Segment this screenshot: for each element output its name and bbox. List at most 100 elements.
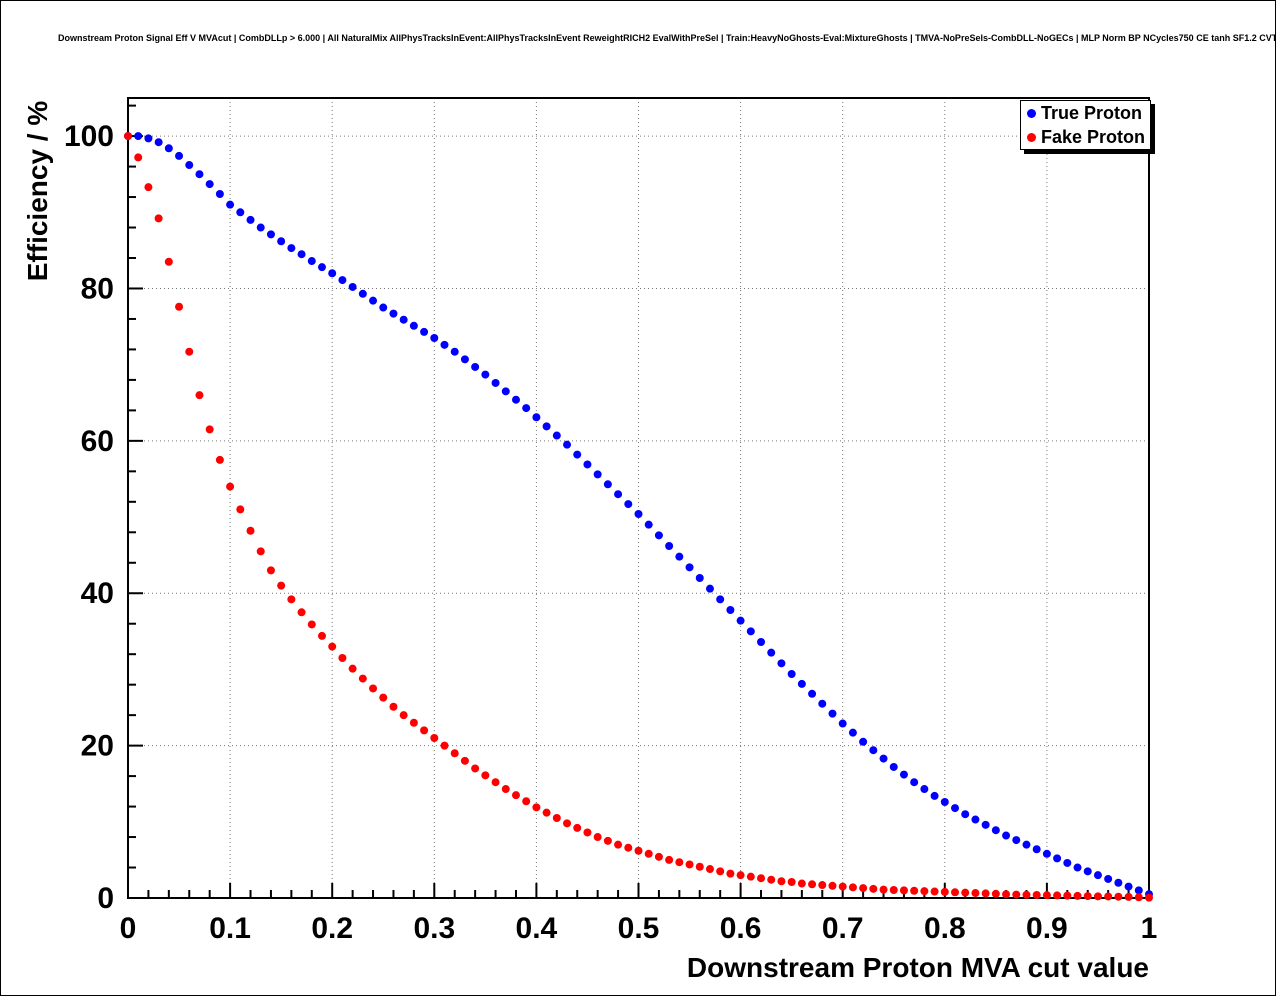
data-point	[450, 749, 459, 758]
data-point	[552, 431, 561, 440]
data-point	[869, 884, 878, 893]
data-point	[828, 709, 837, 718]
data-point	[818, 881, 827, 890]
data-point	[256, 547, 265, 556]
data-point	[920, 887, 929, 896]
data-point	[1083, 892, 1092, 901]
data-point	[1032, 845, 1041, 854]
data-point	[287, 244, 296, 253]
data-point	[603, 836, 612, 845]
x-tick-label: 0.7	[822, 912, 864, 945]
data-point	[1093, 871, 1102, 880]
data-point	[961, 888, 970, 897]
x-axis-title: Downstream Proton MVA cut value	[687, 952, 1149, 983]
data-point	[297, 250, 306, 259]
data-point	[522, 404, 531, 413]
data-point	[644, 849, 653, 858]
data-point	[134, 132, 143, 141]
data-point	[1134, 886, 1143, 895]
data-point	[787, 878, 796, 886]
data-point	[634, 510, 643, 518]
data-point	[1012, 890, 1021, 899]
data-point	[583, 460, 592, 469]
data-point	[389, 309, 398, 318]
data-point	[399, 711, 408, 720]
data-point	[971, 815, 980, 824]
data-point	[746, 872, 755, 881]
data-point	[328, 642, 337, 651]
data-point	[726, 869, 735, 878]
data-point	[797, 679, 806, 688]
data-point	[593, 470, 602, 479]
data-point	[471, 362, 480, 371]
data-point	[675, 552, 684, 561]
data-point	[848, 883, 857, 892]
data-point	[1104, 892, 1113, 901]
data-point	[940, 798, 949, 806]
x-tick-label: 0.2	[311, 912, 353, 945]
data-point	[991, 889, 1000, 898]
data-point	[1124, 892, 1133, 901]
x-tick-label: 0.1	[209, 912, 251, 945]
data-point	[124, 132, 132, 141]
data-point	[1124, 882, 1133, 891]
data-point	[1042, 849, 1051, 858]
data-point	[205, 180, 214, 189]
x-tick-label: 0.5	[618, 912, 660, 945]
data-point	[236, 505, 245, 514]
data-point	[317, 631, 326, 640]
data-point	[614, 490, 623, 499]
data-point	[511, 395, 520, 404]
data-point	[838, 882, 847, 891]
data-point	[726, 606, 735, 614]
data-point	[134, 153, 143, 162]
data-point	[583, 828, 592, 837]
data-point	[951, 888, 960, 897]
data-point	[450, 347, 459, 356]
data-point	[930, 887, 939, 896]
data-point	[389, 702, 398, 711]
data-point	[1104, 874, 1113, 883]
data-point	[736, 871, 745, 880]
data-point	[767, 875, 776, 884]
chart-title: Downstream Proton Signal Eff V MVAcut | …	[58, 33, 1276, 43]
data-point	[277, 581, 286, 590]
data-point	[481, 370, 490, 379]
data-point	[603, 480, 612, 489]
y-tick-label: 60	[81, 425, 114, 458]
data-point	[440, 340, 449, 349]
data-point	[879, 754, 888, 763]
data-point	[736, 616, 745, 625]
data-point	[420, 726, 429, 735]
data-point	[1012, 836, 1021, 845]
data-point	[307, 257, 316, 266]
x-tick-label: 0.6	[720, 912, 762, 945]
data-point	[511, 791, 520, 800]
data-point	[1093, 892, 1102, 901]
x-tick-label: 0.4	[516, 912, 558, 945]
data-point	[808, 689, 817, 698]
legend-box: True Proton Fake Proton	[1020, 100, 1151, 150]
data-point	[154, 214, 163, 223]
data-point	[491, 778, 500, 787]
data-point	[1022, 890, 1031, 899]
data-point	[501, 387, 510, 396]
data-point	[705, 865, 714, 874]
data-point	[746, 627, 755, 636]
legend-item-fake-proton: Fake Proton	[1021, 125, 1150, 149]
data-point	[716, 867, 725, 876]
data-point	[542, 808, 551, 817]
data-point	[430, 334, 439, 342]
data-point	[246, 526, 255, 535]
data-point	[951, 804, 960, 813]
data-point	[910, 886, 919, 895]
y-tick-label: 0	[97, 882, 114, 915]
data-point	[358, 674, 367, 683]
data-point	[409, 321, 418, 330]
data-point	[532, 413, 541, 422]
fake-proton-marker-icon	[1027, 132, 1036, 142]
data-point	[899, 886, 908, 895]
data-point	[226, 200, 235, 209]
data-point	[348, 282, 357, 291]
